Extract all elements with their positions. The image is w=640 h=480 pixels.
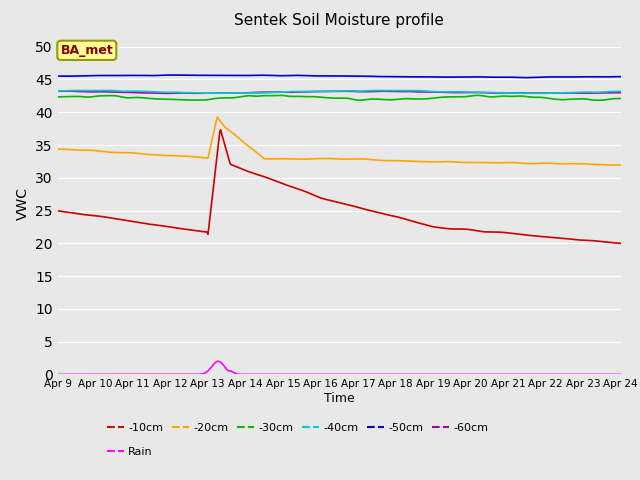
-10cm [64,209,72,215]
-60cm [54,88,61,94]
-40cm [210,90,218,96]
-10cm [122,217,129,223]
-60cm [211,90,218,96]
Text: BA_met: BA_met [60,44,113,57]
-10cm [408,218,416,224]
-60cm [617,90,625,96]
Y-axis label: VWC: VWC [15,188,29,220]
-30cm [122,95,129,101]
-10cm [617,240,625,246]
Line: -50cm: -50cm [58,75,621,78]
Rain [214,359,222,364]
-20cm [54,146,61,152]
-20cm [209,134,216,140]
-40cm [425,88,433,94]
-50cm [64,73,72,79]
-40cm [104,87,111,93]
-50cm [408,74,416,80]
Line: -30cm: -30cm [58,96,621,100]
-50cm [122,72,129,78]
Rain [456,372,464,377]
-60cm [426,89,433,95]
-10cm [209,191,216,196]
-10cm [217,127,225,132]
Title: Sentek Soil Moisture profile: Sentek Soil Moisture profile [234,13,444,28]
-60cm [123,89,131,95]
Rain [179,372,187,377]
-20cm [214,114,221,120]
Rain [209,362,216,368]
-50cm [210,72,218,78]
-10cm [54,208,61,214]
Line: -10cm: -10cm [58,130,621,243]
Rain [617,372,625,377]
-60cm [163,91,170,96]
Rain [425,372,433,377]
-50cm [54,73,61,79]
-20cm [609,162,617,168]
-40cm [537,91,545,96]
-20cm [408,158,416,164]
-40cm [617,88,625,94]
Legend: Rain: Rain [102,443,157,461]
-50cm [180,72,188,78]
-60cm [410,89,417,95]
-60cm [64,88,72,94]
-10cm [179,226,187,232]
-20cm [179,153,187,159]
-50cm [166,72,174,78]
-30cm [355,97,363,103]
-30cm [209,96,216,102]
-60cm [180,90,188,96]
-40cm [408,88,416,94]
-50cm [520,75,528,81]
Rain [54,372,61,377]
-50cm [425,74,433,80]
-20cm [617,162,625,168]
Line: -20cm: -20cm [58,117,621,165]
X-axis label: Time: Time [324,392,355,405]
-40cm [123,88,131,94]
-40cm [64,88,72,94]
-30cm [426,96,433,101]
-40cm [180,90,188,96]
-20cm [64,146,72,152]
-20cm [122,150,129,156]
-60cm [65,88,72,94]
Rain [408,372,416,377]
-40cm [54,88,61,94]
Rain [122,372,129,377]
-30cm [54,94,61,100]
-10cm [425,223,433,228]
-50cm [617,74,625,80]
Line: -40cm: -40cm [58,90,621,94]
-30cm [410,96,417,102]
-20cm [425,159,433,165]
Rain [64,372,72,377]
Line: -60cm: -60cm [58,91,621,94]
-30cm [179,97,187,103]
Line: Rain: Rain [58,361,621,374]
-30cm [617,96,625,101]
-30cm [276,93,284,98]
-30cm [64,94,72,99]
